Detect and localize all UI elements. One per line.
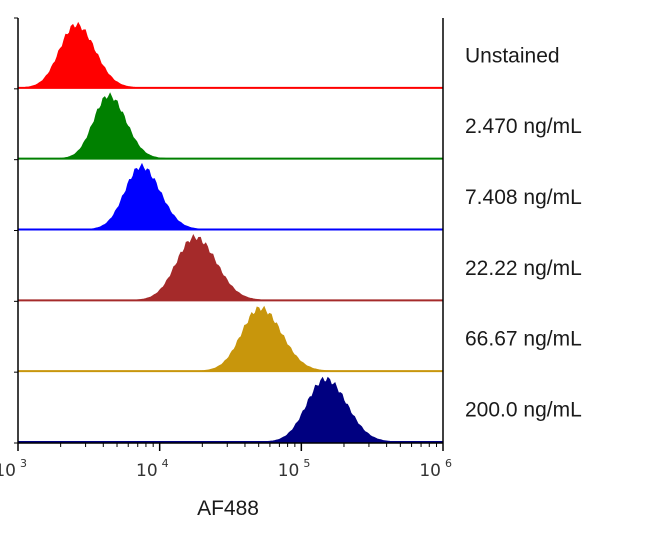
axes: 103104105106	[0, 17, 452, 481]
series-label-4: 22.22 ng/mL	[465, 257, 582, 280]
svg-text:10: 10	[0, 461, 16, 481]
series-labels: Unstained 2.470 ng/mL 7.408 ng/mL 22.22 ng/…	[465, 44, 582, 421]
histogram-4	[17, 234, 444, 301]
x-tick-label-2: 10 5	[278, 457, 311, 481]
histogram-5	[17, 305, 444, 372]
svg-text:10: 10	[419, 461, 441, 481]
svg-text:6: 6	[445, 457, 452, 470]
series-label-2: 2.470 ng/mL	[465, 115, 582, 138]
svg-text:10: 10	[278, 461, 300, 481]
x-tick-label-1: 10 4	[136, 457, 169, 481]
series-label-5: 66.67 ng/mL	[465, 328, 582, 351]
svg-text:10: 10	[136, 461, 158, 481]
histogram-1	[17, 21, 444, 89]
svg-text:5: 5	[303, 457, 310, 470]
histogram-panels	[17, 21, 444, 443]
histogram-6	[18, 376, 443, 443]
x-axis-title: AF488	[197, 497, 259, 520]
histogram-3	[18, 162, 443, 230]
series-label-1: Unstained	[465, 44, 560, 67]
x-tick-label-0: 10 3	[0, 457, 27, 481]
series-label-3: 7.408 ng/mL	[465, 186, 582, 209]
svg-text:4: 4	[162, 457, 169, 470]
svg-text:3: 3	[20, 457, 27, 470]
histogram-2	[17, 92, 444, 160]
x-tick-label-3: 10 6	[419, 457, 452, 481]
series-label-6: 200.0 ng/mL	[465, 399, 582, 422]
